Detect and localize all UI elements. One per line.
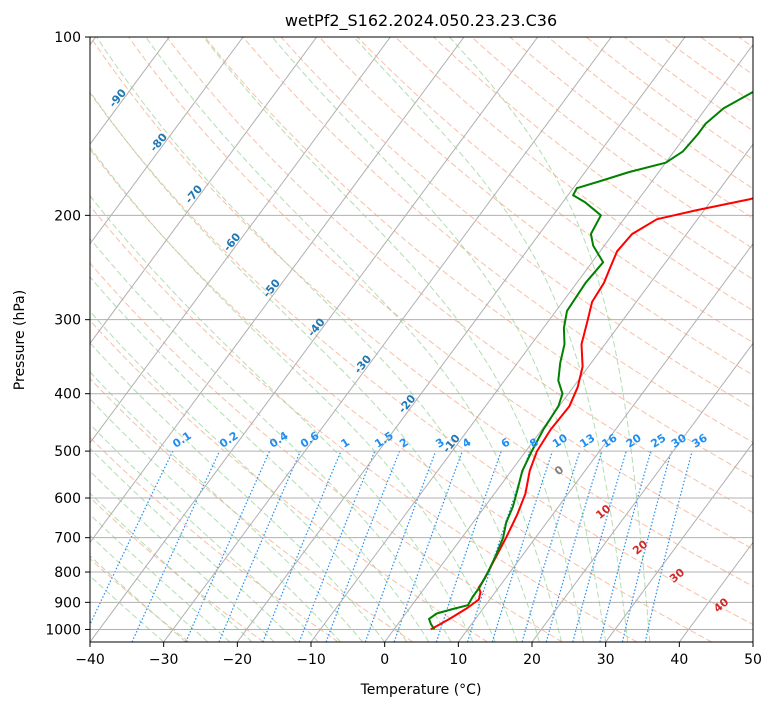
moist-adiabat xyxy=(90,555,187,642)
moist-adiabat xyxy=(96,37,540,642)
moist-adiabat xyxy=(203,37,585,642)
y-tick-label: 400 xyxy=(54,387,81,403)
x-tick-label: 10 xyxy=(449,652,467,668)
dry-adiabat xyxy=(318,37,753,376)
y-tick-label: 500 xyxy=(54,444,81,460)
dry-adiabats xyxy=(90,37,753,642)
x-tick-label: −40 xyxy=(75,652,105,668)
isotherm xyxy=(457,242,753,642)
mixing-ratio-line xyxy=(644,450,693,642)
mixing-ratio-line xyxy=(599,450,652,642)
y-tick-label: 900 xyxy=(54,595,81,611)
dry-adiabat xyxy=(585,37,753,160)
moist-adiabat xyxy=(90,146,496,642)
mixing-ratio-line xyxy=(621,450,672,642)
dry-adiabat xyxy=(471,37,753,250)
moist-adiabat xyxy=(90,371,363,642)
dry-adiabat xyxy=(90,148,712,642)
mixing-ratio-line xyxy=(393,450,463,642)
moist-adiabat xyxy=(90,237,452,642)
isotherm xyxy=(90,37,170,146)
x-tick-label: −20 xyxy=(223,652,253,668)
plot-frame xyxy=(89,36,754,643)
mixing-ratio-line xyxy=(521,450,581,642)
moist-adiabat xyxy=(90,342,386,642)
dry-adiabat xyxy=(90,319,488,642)
pressure-gridlines xyxy=(90,37,753,630)
x-axis-label: Temperature (°C) xyxy=(360,682,482,698)
mixing-ratio-line xyxy=(218,450,302,642)
dry-adiabat xyxy=(90,436,339,642)
mixing-ratio-line xyxy=(572,450,627,642)
plot-area: 0.10.20.40.611.52346810131620253036-100-… xyxy=(90,37,753,642)
dewpoint-line xyxy=(428,90,753,630)
y-tick-label: 800 xyxy=(54,565,81,581)
y-tick-label: 100 xyxy=(54,30,81,46)
isotherm xyxy=(90,37,391,444)
x-tick-label: 20 xyxy=(523,652,541,668)
moist-adiabat xyxy=(90,575,165,642)
moist-adiabat xyxy=(90,195,474,642)
isotherms xyxy=(90,37,753,642)
sounding-series xyxy=(428,90,753,631)
x-axis-ticks: −40 −30 −20 −10 0 10 20 30 40 50 xyxy=(75,642,762,668)
y-axis-label: Pressure (hPa) xyxy=(12,290,28,390)
isotherm xyxy=(90,37,465,544)
x-tick-label: 50 xyxy=(744,652,762,668)
dry-adiabat xyxy=(509,37,753,219)
mixing-ratio-line xyxy=(262,450,342,642)
moist-adiabat xyxy=(90,276,430,642)
chart-title: wetPf2_S162.2024.050.23.23.C36 xyxy=(285,11,557,31)
dry-adiabat xyxy=(395,37,753,312)
y-tick-label: 700 xyxy=(54,531,81,547)
y-axis-ticks: 100 200 300 400 500 600 700 800 900 1000 xyxy=(45,30,90,638)
mixing-ratio-line xyxy=(364,450,437,642)
dry-adiabat xyxy=(90,92,753,626)
moist-adiabat xyxy=(90,447,297,642)
isotherm xyxy=(90,37,244,245)
isotherm xyxy=(531,342,753,642)
y-tick-label: 600 xyxy=(54,491,81,507)
x-tick-label: 30 xyxy=(597,652,615,668)
moist-adiabat xyxy=(90,310,408,642)
mixing-ratio-line xyxy=(298,450,376,642)
moist-adiabat xyxy=(90,513,231,642)
moist-adiabat xyxy=(90,470,275,642)
y-tick-label: 200 xyxy=(54,208,81,224)
x-tick-label: −30 xyxy=(149,652,179,668)
moist-adiabats xyxy=(90,37,651,642)
moist-adiabat xyxy=(90,534,209,642)
dry-adiabat xyxy=(433,37,753,280)
x-tick-label: −10 xyxy=(296,652,326,668)
dry-adiabat xyxy=(357,37,753,344)
isotherm xyxy=(605,442,753,642)
dry-adiabat xyxy=(90,205,638,642)
moist-adiabat xyxy=(449,37,651,642)
dry-adiabat xyxy=(90,37,753,587)
dry-adiabat xyxy=(90,377,414,642)
isotherm xyxy=(384,143,753,642)
x-tick-label: 40 xyxy=(670,652,688,668)
y-tick-label: 300 xyxy=(54,313,81,329)
dry-adiabat xyxy=(128,37,753,550)
moist-adiabat xyxy=(90,90,518,642)
moist-adiabat xyxy=(353,37,629,642)
mixing-ratio-line xyxy=(325,450,401,642)
isotherm xyxy=(236,37,686,642)
moist-adiabat xyxy=(271,37,607,642)
x-tick-label: 0 xyxy=(380,652,389,668)
isotherm xyxy=(90,37,318,345)
dry-adiabat xyxy=(242,37,753,443)
moist-adiabat xyxy=(90,423,319,642)
dry-adiabat xyxy=(280,37,753,409)
mixing-ratio-line xyxy=(90,450,174,626)
y-tick-label: 1000 xyxy=(45,622,81,638)
moist-adiabat xyxy=(90,398,341,642)
mixing-ratio-lines xyxy=(90,450,693,642)
isotherm xyxy=(90,37,539,642)
isotherm xyxy=(310,43,753,642)
moist-adiabat xyxy=(145,37,562,642)
isotherm xyxy=(163,37,612,642)
